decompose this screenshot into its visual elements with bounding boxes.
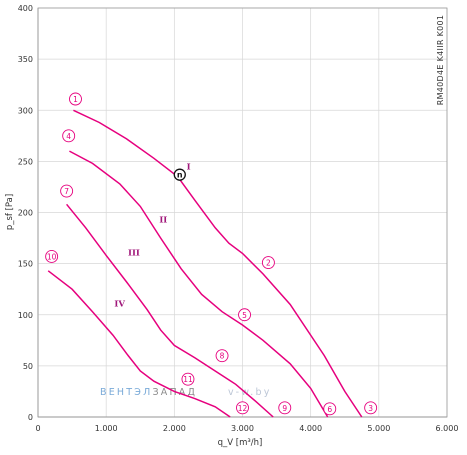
grid [37, 7, 448, 418]
operating-point-circle [278, 401, 292, 415]
axis-ticks: 0 1.000 2.000 3.000 4.000 5.000 6.000 0 50 100 150… [18, 4, 459, 433]
y-axis-label: p_sf [Pa] [5, 194, 15, 230]
operating-point-label: 10 [47, 252, 57, 261]
curve-III [66, 203, 274, 418]
x-tick-label: 0 [35, 424, 40, 433]
operating-point-label: 1 [73, 95, 78, 104]
operating-point: 11 [181, 372, 195, 386]
y-tick-label: 200 [18, 209, 33, 218]
operating-point-label: 11 [183, 375, 193, 384]
svg-text:ВЕНТЭЛЗАПАД: ВЕНТЭЛЗАПАД [100, 387, 197, 398]
operating-point: 9 [278, 401, 292, 415]
model-label: RM40D4E K4IIR K001 [436, 15, 445, 106]
operating-point-label: 8 [220, 352, 225, 361]
y-tick-label: 400 [18, 4, 33, 13]
y-tick-label: 50 [23, 362, 33, 371]
y-tick-label: 350 [18, 55, 33, 64]
roman-label: I [187, 163, 191, 173]
plot-frame [37, 7, 448, 418]
operating-point: 2 [261, 256, 275, 270]
operating-point: 4 [62, 129, 76, 143]
operating-point-circle [236, 401, 249, 415]
operating-point-circle [364, 401, 378, 415]
design-point-circle [173, 168, 186, 181]
curve-IV [47, 270, 231, 418]
watermark: ВЕНТЭЛЗАПАД v-w.by [100, 387, 272, 398]
operating-point: 7 [60, 184, 74, 198]
x-tick-label: 5.000 [367, 424, 390, 433]
curve-I [73, 109, 363, 418]
operating-point-circle [323, 402, 337, 416]
x-tick-label: 6.000 [436, 424, 459, 433]
operating-point: 8 [215, 349, 229, 363]
design-point: n [173, 168, 186, 181]
roman-label: IV [114, 300, 125, 310]
operating-point-label: 7 [64, 187, 69, 196]
curve-II [69, 150, 329, 418]
y-tick-label: 300 [18, 106, 33, 115]
operating-point: 12 [236, 401, 249, 415]
operating-point-circle [45, 250, 59, 263]
x-tick-label: 3.000 [231, 424, 254, 433]
operating-point: 1 [69, 92, 82, 106]
y-tick-label: 150 [18, 260, 33, 269]
roman-label: III [128, 248, 140, 258]
operating-point-label: 3 [368, 404, 373, 413]
watermark-part1: ВЕНТЭЛ [100, 387, 152, 398]
operating-point-circle [238, 308, 251, 322]
operating-point-label: 12 [238, 404, 248, 413]
operating-point: 3 [364, 401, 378, 415]
operating-point-label: 9 [282, 404, 287, 413]
x-tick-label: 2.000 [163, 424, 186, 433]
operating-point: 5 [238, 308, 251, 322]
x-tick-label: 1.000 [95, 424, 118, 433]
operating-point-label: 6 [327, 405, 332, 414]
operating-point-circle [261, 256, 275, 270]
x-axis-label: q_V [m³/h] [218, 438, 263, 448]
operating-point-circle [62, 129, 76, 143]
operating-point: 10 [45, 250, 59, 263]
operating-point-circle [69, 92, 82, 106]
roman-label: II [159, 216, 167, 226]
y-tick-label: 250 [18, 157, 33, 166]
x-tick-label: 4.000 [299, 424, 322, 433]
design-point-label: n [177, 171, 183, 180]
operating-point-circle [215, 349, 229, 363]
operating-point-circle [181, 372, 195, 386]
operating-point-label: 5 [242, 311, 247, 320]
operating-point-circle [60, 184, 74, 198]
operating-point-label: 2 [266, 259, 271, 268]
watermark-part2: ЗАПАД [152, 387, 197, 398]
operating-point-label: 4 [66, 132, 71, 141]
y-tick-label: 0 [28, 413, 33, 422]
watermark-part3: v-w.by [228, 387, 272, 398]
curves [47, 109, 363, 418]
y-tick-label: 100 [18, 311, 33, 320]
operating-point: 6 [323, 402, 337, 416]
